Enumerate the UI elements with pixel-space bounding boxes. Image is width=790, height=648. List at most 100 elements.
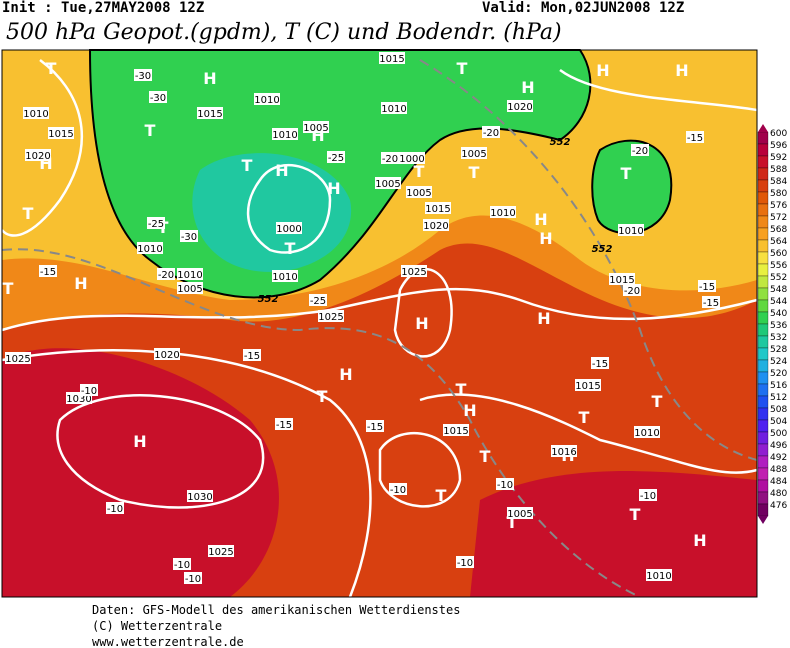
- isobar-label: 1030: [187, 492, 212, 503]
- isobar-label: 1010: [137, 244, 162, 255]
- isobars: [1, 59, 758, 598]
- label-box: [406, 186, 432, 198]
- legend-swatch: [757, 323, 769, 337]
- temperature-label: -30: [150, 93, 166, 104]
- label-box: [639, 489, 657, 501]
- pressure-center: T: [145, 121, 156, 140]
- temperature-label: -15: [687, 133, 703, 144]
- isobar-label: 1010: [618, 226, 643, 237]
- isobar-label: 1010: [23, 109, 48, 120]
- legend-label: 576: [770, 201, 787, 211]
- label-box: [456, 556, 474, 568]
- isobar-label: 1020: [507, 102, 532, 113]
- pressure-center: T: [436, 486, 447, 505]
- legend-label: 568: [770, 225, 787, 235]
- isobar-label: 1005: [507, 509, 532, 520]
- footer-line: Daten: GFS-Modell des amerikanischen Wet…: [92, 603, 461, 617]
- legend-label: 492: [770, 453, 787, 463]
- isobar-label: 1015: [575, 381, 600, 392]
- isobar-label: 1000: [399, 154, 424, 165]
- footer-line: www.wetterzentrale.de: [92, 635, 244, 648]
- valid-time: Valid: Mon,02JUN2008 12Z: [482, 0, 685, 16]
- thickness-label: 552: [258, 294, 279, 305]
- temperature-label: -15: [699, 282, 715, 293]
- isobar-label: 1020: [423, 221, 448, 232]
- label-box: [106, 502, 124, 514]
- legend-swatch: [757, 167, 769, 181]
- temperature-label: -10: [185, 574, 201, 585]
- pressure-center: H: [675, 61, 688, 80]
- legend-swatch: [757, 479, 769, 493]
- label-box: [631, 144, 649, 156]
- label-box: [591, 357, 609, 369]
- isobar-label: 1010: [381, 104, 406, 115]
- label-box: [381, 102, 407, 114]
- label-box: [482, 126, 500, 138]
- legend-swatch: [757, 491, 769, 505]
- temperature-label: -20: [632, 146, 648, 157]
- label-box: [149, 91, 167, 103]
- legend-label: 516: [770, 381, 787, 391]
- legend-label: 508: [770, 405, 787, 415]
- label-box: [272, 128, 298, 140]
- label-box: [272, 270, 298, 282]
- temperature-label: -20: [158, 270, 174, 281]
- label-box: [177, 282, 203, 294]
- label-box: [443, 424, 469, 436]
- legend-arrow: [758, 516, 768, 524]
- legend-swatch: [757, 347, 769, 361]
- legend-swatch: [757, 503, 769, 517]
- legend-swatch: [757, 419, 769, 433]
- legend-swatch: [757, 263, 769, 277]
- thickness-label: 552: [592, 244, 613, 255]
- pressure-center: T: [3, 279, 14, 298]
- pressure-center: H: [327, 179, 340, 198]
- label-box: [275, 418, 293, 430]
- temperature-label: -15: [40, 267, 56, 278]
- label-box: [623, 284, 641, 296]
- isobar-label: 1025: [5, 354, 30, 365]
- pressure-center: H: [74, 274, 87, 293]
- label-box: [507, 507, 533, 519]
- label-box: [187, 490, 213, 502]
- label-box: [702, 296, 720, 308]
- pressure-center: T: [457, 59, 468, 78]
- legend-swatch: [757, 191, 769, 205]
- legend-label: 588: [770, 165, 787, 175]
- init-time: Init : Tue,27MAY2008 12Z: [2, 0, 205, 16]
- label-box: [80, 384, 98, 396]
- legend-label: 536: [770, 321, 787, 331]
- legend-label: 520: [770, 369, 787, 379]
- label-box: [147, 217, 165, 229]
- pressure-center: T: [630, 505, 641, 524]
- label-box: [318, 310, 344, 322]
- label-box: [389, 483, 407, 495]
- legend-label: 524: [770, 357, 787, 367]
- legend-swatch: [757, 359, 769, 373]
- label-box: [184, 572, 202, 584]
- legend-label: 580: [770, 189, 787, 199]
- temperature-label: -10: [390, 485, 406, 496]
- legend-label: 528: [770, 345, 787, 355]
- temperature-label: -30: [181, 232, 197, 243]
- label-box: [137, 242, 163, 254]
- legend-label: 488: [770, 465, 787, 475]
- pressure-center: H: [463, 401, 476, 420]
- isobar-label: 1025: [208, 547, 233, 558]
- temperature-label: -25: [148, 219, 164, 230]
- legend-swatch: [757, 203, 769, 217]
- legend-label: 540: [770, 309, 787, 319]
- temperature-label: -10: [457, 558, 473, 569]
- label-box: [609, 273, 635, 285]
- legend-swatch: [757, 131, 769, 145]
- label-box: [399, 152, 425, 164]
- isobar-label: 1025: [318, 312, 343, 323]
- label-box: [698, 280, 716, 292]
- isobar-label: 1010: [254, 95, 279, 106]
- isobar-label: 1020: [25, 151, 50, 162]
- isobar-label: 1010: [272, 272, 297, 283]
- temperature-label: -10: [497, 480, 513, 491]
- legend-swatch: [757, 287, 769, 301]
- temperature-label: -25: [328, 153, 344, 164]
